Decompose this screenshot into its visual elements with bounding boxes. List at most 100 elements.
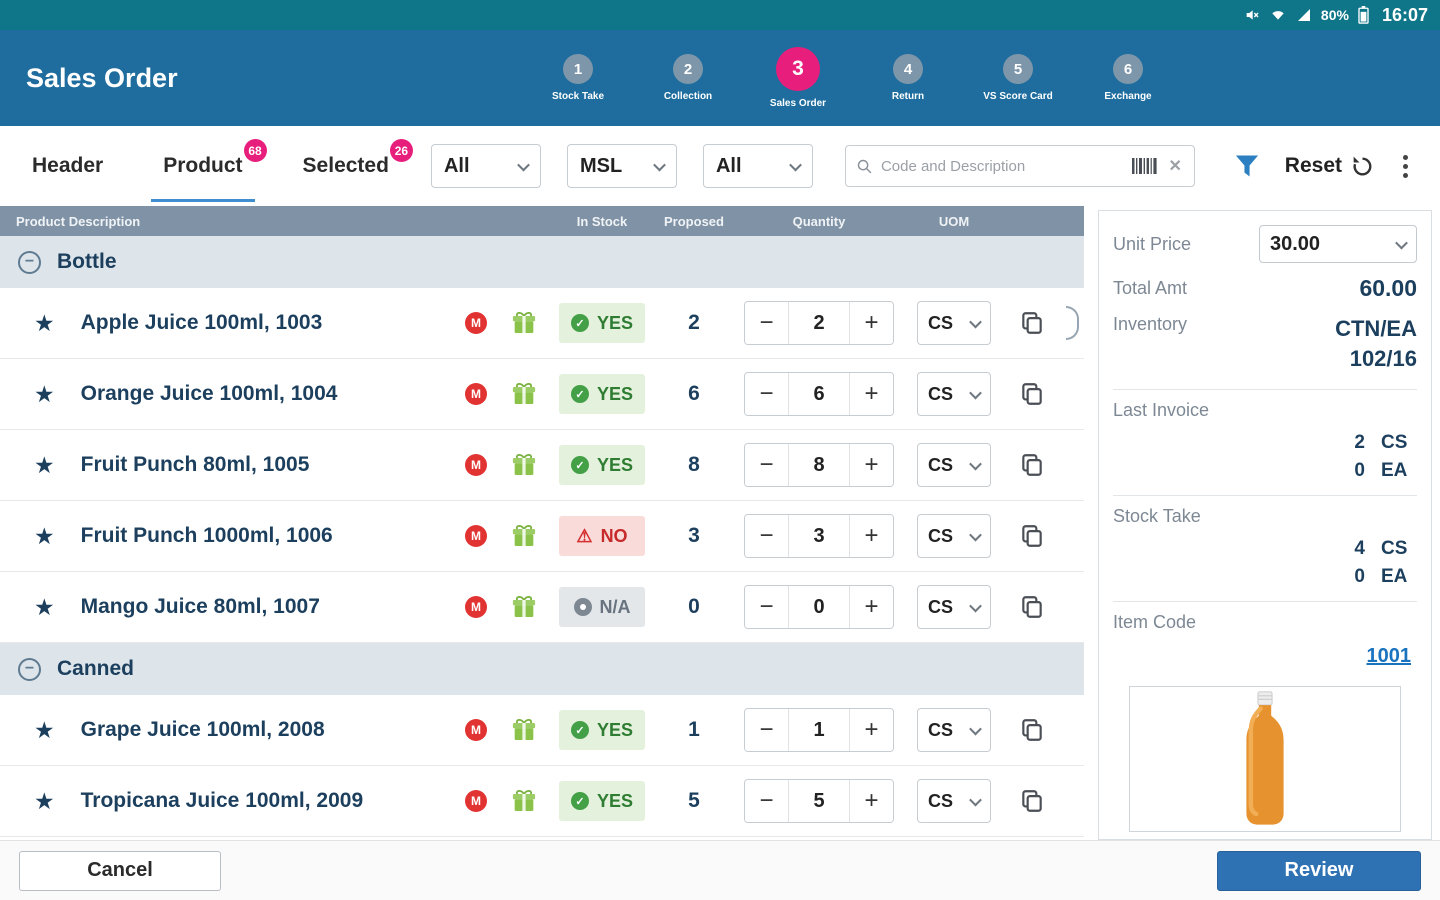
increment-button[interactable]: + (849, 709, 893, 751)
copy-row-button[interactable] (1019, 452, 1045, 478)
product-name-cell: ★ Tropicana Juice 100ml, 2009 (0, 788, 454, 815)
favorite-star-icon[interactable]: ★ (34, 522, 55, 549)
item-code-link[interactable]: 1001 (1366, 645, 1412, 668)
msl-indicator-icon: M (465, 790, 487, 812)
reset-button[interactable]: Reset (1285, 154, 1375, 179)
barcode-scan-icon[interactable] (1131, 157, 1159, 175)
category-filter-select[interactable]: All (430, 144, 541, 188)
app-header: Sales Order 1 Stock Take 2 Collection 3 … (0, 30, 1440, 126)
select-value: All (715, 154, 742, 177)
copy-icon (1022, 719, 1042, 741)
overflow-menu-icon[interactable] (1399, 151, 1412, 182)
uom-select[interactable]: CS (917, 301, 991, 345)
group-header-bottle[interactable]: − Bottle (0, 236, 1084, 288)
in-stock-badge: N/A (559, 587, 645, 627)
product-row[interactable]: ★ Fruit Punch 1000ml, 1006 M ⚠ NO 3 − 3 + CS (0, 501, 1084, 572)
favorite-star-icon[interactable]: ★ (34, 593, 55, 620)
status-time: 16:07 (1381, 4, 1428, 25)
mute-icon (1246, 10, 1259, 20)
product-row[interactable]: ★ Fruit Punch 80ml, 1005 M ✓ YES 8 − 8 + CS (0, 430, 1084, 501)
increment-button[interactable]: + (849, 780, 893, 822)
inventory-label: Inventory (1113, 314, 1188, 334)
copy-row-button[interactable] (1019, 594, 1045, 620)
increment-button[interactable]: + (849, 373, 893, 415)
in-stock-badge: ✓ YES (559, 710, 645, 750)
filter-funnel-icon[interactable] (1233, 152, 1261, 180)
increment-button[interactable]: + (849, 302, 893, 344)
group-header-canned[interactable]: − Canned (0, 643, 1084, 695)
step-return[interactable]: 4 Return (870, 54, 946, 102)
search-input[interactable] (880, 157, 1123, 175)
unit-price-select[interactable]: 30.00 (1259, 225, 1417, 263)
proposed-value: 3 (688, 524, 700, 547)
tab-selected[interactable]: Selected 26 (299, 126, 413, 206)
uom-select[interactable]: CS (917, 514, 991, 558)
step-vs-score-card[interactable]: 5 VS Score Card (980, 54, 1056, 102)
copy-row-button[interactable] (1019, 788, 1045, 814)
select-value: All (443, 154, 470, 177)
collapse-icon[interactable]: − (18, 250, 41, 274)
wifi-icon (1272, 11, 1284, 20)
table-body: − Bottle ★ Apple Juice 100ml, 1003 M ✓ YES 2−2 +… (0, 236, 1084, 840)
uom-value: CS (1381, 538, 1408, 560)
decrement-button[interactable]: − (745, 780, 789, 822)
decrement-button[interactable]: − (745, 709, 789, 751)
clear-search-icon[interactable]: ✕ (1168, 158, 1182, 175)
decrement-button[interactable]: − (745, 586, 789, 628)
decrement-button[interactable]: − (745, 444, 789, 486)
row-peek-handle[interactable] (1065, 306, 1079, 340)
product-row[interactable]: ★ Tropicana Juice 100ml, 2009 M ✓ YES 5 − 5 + CS (0, 766, 1084, 837)
last-invoice-row: 2 CS (1113, 429, 1417, 457)
copy-row-button[interactable] (1019, 310, 1045, 336)
check-icon: ✓ (570, 314, 589, 332)
msl-indicator-icon: M (465, 525, 487, 547)
status-bar: 80% 16:07 (0, 0, 1440, 30)
uom-value: CS (928, 454, 954, 475)
msl-filter-select[interactable]: MSL (566, 144, 677, 188)
uom-select[interactable]: CS (917, 779, 991, 823)
copy-row-button[interactable] (1019, 523, 1045, 549)
decrement-button[interactable]: − (745, 515, 789, 557)
step-label: Collection (663, 91, 713, 102)
collapse-icon[interactable]: − (18, 657, 41, 681)
step-sales-order[interactable]: 3 Sales Order (760, 47, 836, 109)
increment-button[interactable]: + (849, 515, 893, 557)
review-button[interactable]: Review (1217, 850, 1421, 891)
uom-select[interactable]: CS (917, 443, 991, 487)
brand-filter-select[interactable]: All (702, 144, 813, 188)
in-stock-label: YES (596, 790, 634, 811)
favorite-star-icon[interactable]: ★ (34, 380, 55, 407)
increment-button[interactable]: + (849, 444, 893, 486)
inventory-value: 102/16 (1349, 345, 1417, 371)
favorite-star-icon[interactable]: ★ (34, 451, 55, 478)
copy-icon (1022, 454, 1042, 476)
uom-select[interactable]: CS (917, 585, 991, 629)
msl-indicator-icon: M (465, 719, 487, 741)
total-amt-label: Total Amt (1113, 278, 1188, 298)
in-stock-badge: ✓ YES (559, 445, 645, 485)
cancel-button[interactable]: Cancel (19, 850, 221, 891)
favorite-star-icon[interactable]: ★ (34, 309, 55, 336)
product-row[interactable]: ★ Orange Juice 100ml, 1004 M ✓ YES 6 − 6 + CS (0, 359, 1084, 430)
step-exchange[interactable]: 6 Exchange (1090, 54, 1166, 102)
uom-select[interactable]: CS (917, 708, 991, 752)
copy-row-button[interactable] (1019, 381, 1045, 407)
step-collection[interactable]: 2 Collection (650, 54, 726, 102)
step-stock-take[interactable]: 1 Stock Take (540, 54, 616, 102)
favorite-star-icon[interactable]: ★ (34, 787, 55, 814)
quantity-stepper: − 3 + (744, 514, 894, 558)
uom-select[interactable]: CS (917, 372, 991, 416)
copy-row-button[interactable] (1019, 717, 1045, 743)
favorite-star-icon[interactable]: ★ (34, 716, 55, 743)
quantity-stepper: − 6 + (744, 372, 894, 416)
tab-header[interactable]: Header (28, 126, 107, 206)
promo-gift-icon (512, 596, 536, 618)
tab-product[interactable]: Product 68 (151, 126, 267, 206)
reset-label: Reset (1284, 154, 1342, 177)
product-row[interactable]: ★ Grape Juice 100ml, 2008 M ✓ YES 1 − 1 + CS (0, 695, 1084, 766)
decrement-button[interactable]: − (745, 302, 789, 344)
increment-button[interactable]: + (849, 586, 893, 628)
product-row[interactable]: ★ Mango Juice 80ml, 1007 M N/A 0 − 0 + CS (0, 572, 1084, 643)
product-row[interactable]: ★ Apple Juice 100ml, 1003 M ✓ YES 2 − 2 + CS (0, 288, 1084, 359)
decrement-button[interactable]: − (745, 373, 789, 415)
